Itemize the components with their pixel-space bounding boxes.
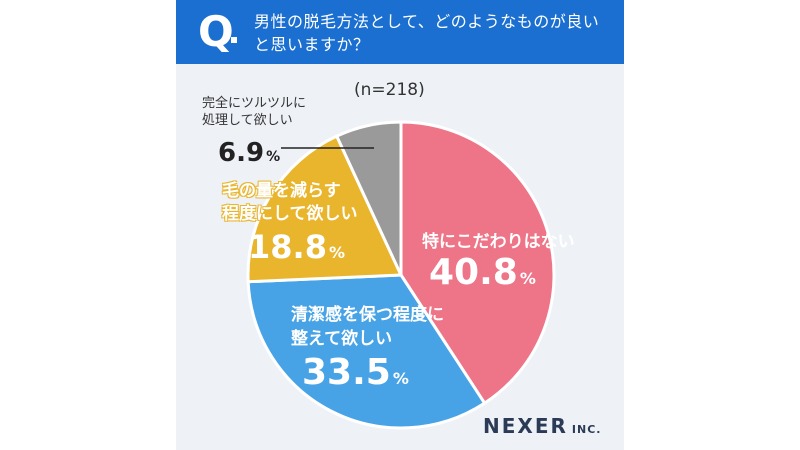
slice-value-2: 33.5% <box>302 352 409 393</box>
q-dot <box>231 37 237 43</box>
slice-label-3-line-2: 程度にして欲しい <box>222 204 358 224</box>
slice-value-4-number: 6.9 <box>218 138 265 168</box>
pie-chart <box>246 120 556 430</box>
logo-suffix: INC. <box>571 423 602 436</box>
pie-slice-3 <box>246 134 404 284</box>
slice-value-1: 40.8% <box>429 252 536 293</box>
slice-label-1: 特にこだわりはない <box>422 232 575 252</box>
slice-value-2-number: 33.5 <box>302 352 391 393</box>
q-mark: Q <box>198 7 234 56</box>
slice-value-3-unit: % <box>328 243 345 262</box>
chart-card: Q 男性の脱毛方法として、どのようなものが良いと思いますか？ (n=218) 完… <box>176 0 624 450</box>
slice-value-4: 6.9% <box>218 138 280 168</box>
question-header: Q 男性の脱毛方法として、どのようなものが良いと思いますか？ <box>176 0 624 64</box>
pie-slice-4 <box>334 120 403 276</box>
slice-value-3-number: 18.8 <box>248 228 327 266</box>
nexer-logo: NEXER INC. <box>483 414 601 438</box>
logo-name: NEXER <box>483 414 568 438</box>
slice-label-3-line-1: 毛の量を減らす <box>222 181 341 201</box>
question-text: 男性の脱毛方法として、どのようなものが良いと思いますか？ <box>254 12 600 54</box>
pie-slice-2 <box>246 273 487 430</box>
slice-label-2: 清潔感を保つ程度に 整えて欲しい <box>291 303 444 351</box>
slice-label-2-line-1: 清潔感を保つ程度に <box>291 305 444 325</box>
slice-value-1-unit: % <box>519 269 536 288</box>
sample-size: (n=218) <box>354 80 425 100</box>
slice-value-1-number: 40.8 <box>429 252 518 293</box>
slice-label-2-line-2: 整えて欲しい <box>291 329 393 349</box>
slice-value-4-unit: % <box>266 149 281 165</box>
slice-label-3: 毛の量を減らす 程度にして欲しい <box>222 180 358 226</box>
slice-value-2-unit: % <box>392 369 409 388</box>
slice-label-4-line-1: 完全にツルツルに <box>202 96 307 111</box>
slice-label-4-line-2: 処理して欲しい <box>202 113 293 128</box>
slice-value-3: 18.8% <box>248 228 345 266</box>
slice-label-4: 完全にツルツルに 処理して欲しい <box>202 95 306 129</box>
